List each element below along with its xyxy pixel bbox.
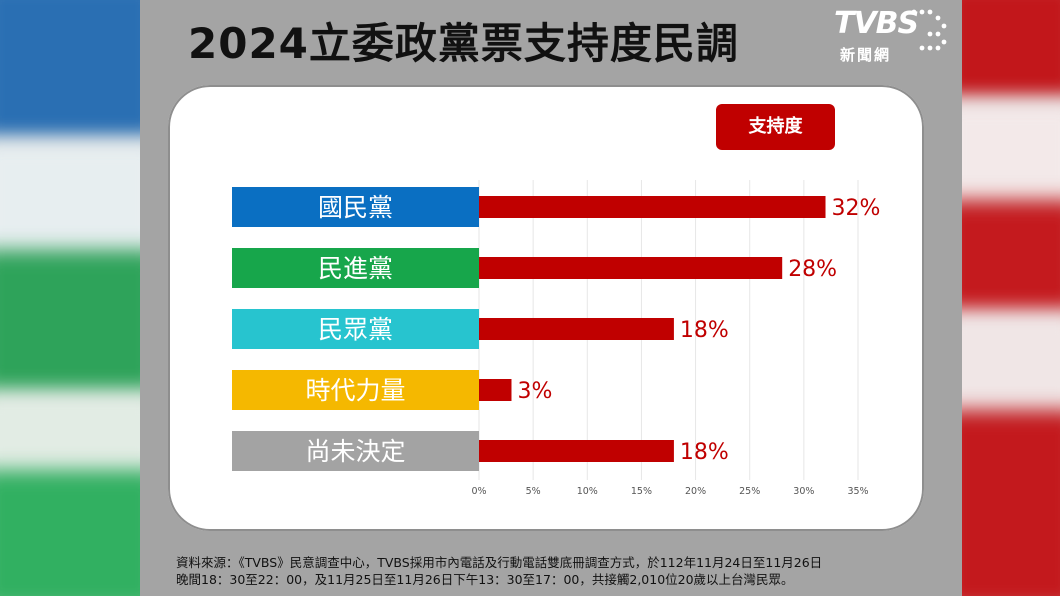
bar <box>479 379 512 401</box>
data-label: 32% <box>832 196 881 221</box>
right-blurred-backdrop <box>962 0 1060 596</box>
tvbs-logo: TVBS 新聞網 <box>834 6 954 64</box>
x-tick-label: 5% <box>526 486 541 497</box>
source-line-1: 資料來源：《TVBS》民意調查中心，TVBS採用市內電話及行動電話雙底冊調查方式… <box>176 555 823 570</box>
data-label: 3% <box>517 379 552 404</box>
tvbs-logo-icon <box>911 9 947 51</box>
bar <box>479 318 674 340</box>
data-label: 28% <box>788 257 837 282</box>
category-label: 民進黨 <box>318 254 393 283</box>
bar <box>479 196 826 218</box>
logo-brand: TVBS <box>834 6 919 41</box>
category-label-box <box>232 309 479 349</box>
legend-badge: 支持度 <box>716 104 835 150</box>
x-tick-label: 10% <box>577 486 598 497</box>
bar <box>479 257 783 279</box>
category-label: 民眾黨 <box>318 315 393 344</box>
infographic-card: 2024立委政黨票支持度民調 TVBS 新聞網 支持度 0% 5% 10% 15% 20… <box>140 0 962 596</box>
logo-subtitle: 新聞網 <box>840 46 892 64</box>
data-label: 18% <box>680 318 729 343</box>
bar-chart: 0% 5% 10% 15% 20% 25% 30% 35% 國民黨 32% 民進黨 28% 民眾黨 18%… <box>232 180 881 497</box>
x-tick-label: 15% <box>631 486 652 497</box>
left-blurred-backdrop <box>0 0 140 596</box>
source-note: 資料來源：《TVBS》民意調查中心，TVBS採用市內電話及行動電話雙底冊調查方式… <box>176 554 956 588</box>
x-tick-label: 30% <box>793 486 814 497</box>
page-title: 2024立委政黨票支持度民調 <box>188 19 739 68</box>
x-tick-label: 20% <box>685 486 706 497</box>
x-tick-label: 35% <box>847 486 868 497</box>
x-tick-label: 0% <box>471 486 486 497</box>
category-label-box <box>232 431 479 471</box>
category-label-box <box>232 248 479 288</box>
category-label: 時代力量 <box>305 376 405 405</box>
chart-panel: 支持度 0% 5% 10% 15% 20% 25% 30% 35% 國民黨 32% 民進黨 28% 民眾… <box>168 85 924 531</box>
data-label: 18% <box>680 440 729 465</box>
category-label: 國民黨 <box>318 193 393 222</box>
bar <box>479 440 674 462</box>
category-label-box <box>232 187 479 227</box>
source-line-2: 晚間18：30至22：00，及11月25日至11月26日下午13：30至17：0… <box>176 572 794 587</box>
category-label-box <box>232 370 479 410</box>
category-label: 尚未決定 <box>305 437 405 466</box>
x-tick-label: 25% <box>739 486 760 497</box>
